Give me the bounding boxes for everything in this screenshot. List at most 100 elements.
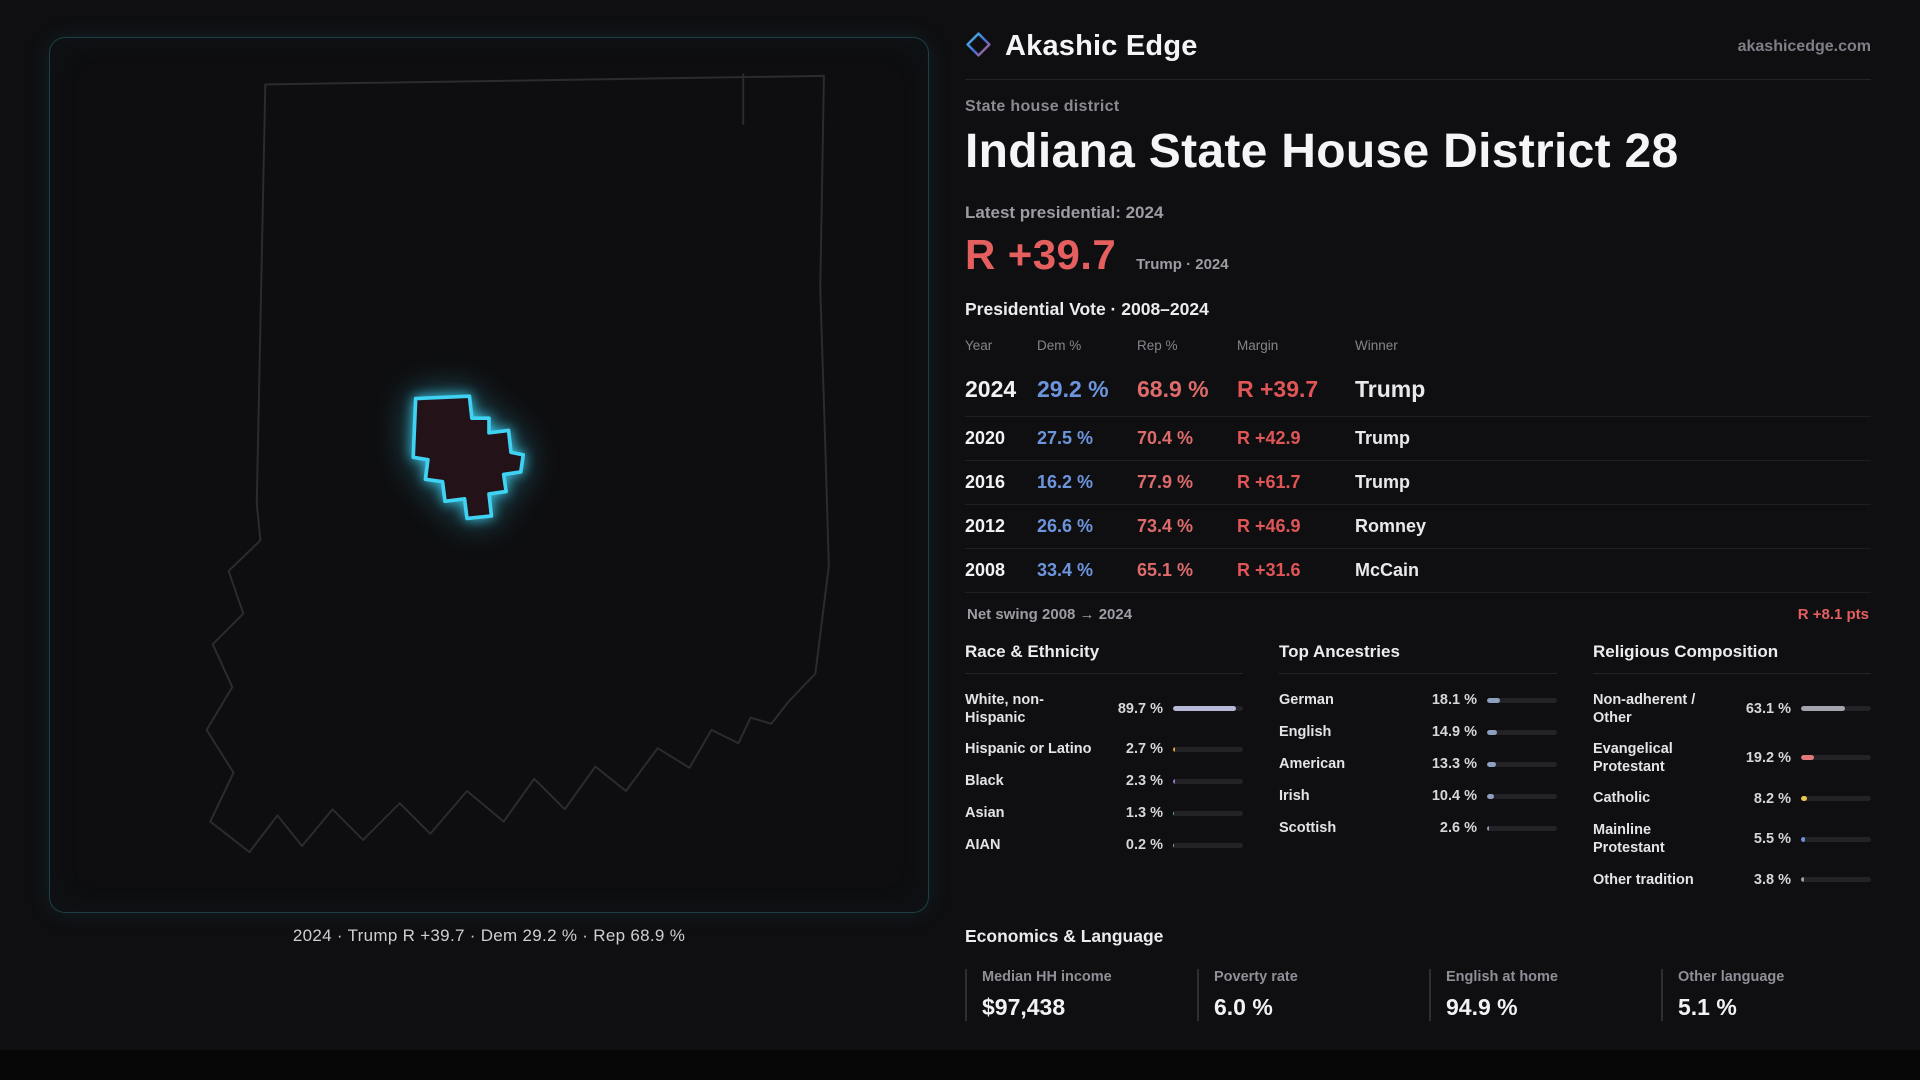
stat-value: 5.1 % <box>1678 993 1737 1020</box>
table-row: 2008 33.4 % 65.1 % R +31.6 McCain <box>965 549 1871 593</box>
religion-column: Religious Composition Non-adherent / Oth… <box>1593 642 1871 896</box>
stat-label: Other language <box>1678 968 1785 985</box>
demo-bar <box>1801 877 1871 883</box>
demo-row: English 14.9 % <box>1279 716 1557 748</box>
col-rep: Rep % <box>1137 338 1178 353</box>
religion-title: Religious Composition <box>1593 642 1871 674</box>
bottom-band <box>0 1050 1920 1080</box>
demo-row: Irish 10.4 % <box>1279 780 1557 812</box>
demo-bar <box>1801 755 1871 761</box>
demo-value: 19.2 % <box>1745 749 1791 766</box>
headline-margin: R +39.7 Trump · 2024 <box>965 231 1871 279</box>
cell-winner: Romney <box>1355 516 1427 536</box>
cell-rep: 73.4 % <box>1137 516 1194 536</box>
demo-bar-fill <box>1801 796 1807 801</box>
stat-other-language: Other language 5.1 % <box>1661 968 1871 1021</box>
cell-year: 2016 <box>965 472 1006 492</box>
table-row: 2012 26.6 % 73.4 % R +46.9 Romney <box>965 505 1871 549</box>
demo-value: 5.5 % <box>1753 831 1791 848</box>
stat-median-income: Median HH income $97,438 <box>965 968 1175 1021</box>
demo-label: Other tradition <box>1593 871 1694 888</box>
map-caption: 2024 · Trump R +39.7 · Dem 29.2 % · Rep … <box>292 926 686 945</box>
net-swing-value: R +8.1 pts <box>1797 606 1869 623</box>
demo-row: Evangelical Protestant 19.2 % <box>1593 733 1871 782</box>
headline-margin-context: Trump · 2024 <box>1136 256 1229 273</box>
cell-margin: R +42.9 <box>1237 428 1301 448</box>
district-shape <box>411 394 526 521</box>
brand-name: Akashic Edge <box>1005 30 1198 62</box>
demo-bar-fill <box>1173 810 1174 816</box>
vote-table-title: Presidential Vote · 2008–2024 <box>965 299 1209 319</box>
demo-bar <box>1487 729 1557 735</box>
demo-bar-fill <box>1801 877 1804 883</box>
stat-poverty-rate: Poverty rate 6.0 % <box>1197 968 1407 1021</box>
brand-diamond-icon <box>965 31 992 63</box>
demo-row: AIAN 0.2 % <box>965 829 1243 861</box>
net-swing-row: Net swing 2008 → 2024 R +8.1 pts <box>965 593 1871 634</box>
brand: Akashic Edge <box>965 30 1198 63</box>
cell-year: 2008 <box>965 560 1006 580</box>
stat-value: 6.0 % <box>1214 993 1273 1020</box>
demo-bar-fill <box>1801 755 1815 761</box>
cell-rep: 70.4 % <box>1137 428 1194 448</box>
page-title: Indiana State House District 28 <box>965 125 1679 178</box>
demo-bar-fill <box>1487 761 1497 767</box>
cell-dem: 27.5 % <box>1037 428 1094 448</box>
demo-value: 10.4 % <box>1431 788 1477 804</box>
indiana-state-outline <box>205 74 830 854</box>
cell-dem: 29.2 % <box>1037 376 1109 402</box>
cell-winner: Trump <box>1355 376 1426 402</box>
cell-rep: 77.9 % <box>1137 472 1194 492</box>
demo-bar <box>1801 796 1871 801</box>
latest-presidential-label: Latest presidential: 2024 <box>965 203 1164 222</box>
district-kicker: State house district <box>965 98 1120 115</box>
demo-value: 0.2 % <box>1125 837 1163 854</box>
cell-margin: R +61.7 <box>1237 472 1301 492</box>
cell-margin: R +31.6 <box>1237 560 1301 580</box>
demo-value: 63.1 % <box>1745 700 1791 717</box>
demo-bar-fill <box>1173 706 1236 712</box>
demo-label: Mainline Protestant <box>1593 822 1665 857</box>
demo-bar <box>1173 810 1243 816</box>
col-dem: Dem % <box>1037 338 1082 353</box>
demo-row: Non-adherent / Other 63.1 % <box>1593 684 1871 733</box>
table-row: 2024 29.2 % 68.9 % R +39.7 Trump <box>965 363 1871 417</box>
demo-bar <box>1487 825 1557 831</box>
brand-domain-link[interactable]: akashicedge.com <box>1737 37 1871 55</box>
cell-dem: 16.2 % <box>1037 472 1094 492</box>
demo-value: 13.3 % <box>1431 756 1477 772</box>
ancestries-title: Top Ancestries <box>1279 642 1557 674</box>
demo-bar <box>1801 706 1871 712</box>
cell-winner: Trump <box>1355 428 1411 448</box>
demo-value: 14.9 % <box>1431 724 1477 740</box>
cell-dem: 33.4 % <box>1037 560 1094 580</box>
vote-table-header: Year Dem % Rep % Margin Winner <box>965 330 1871 363</box>
col-winner: Winner <box>1355 338 1398 353</box>
demo-row: Asian 1.3 % <box>965 797 1243 829</box>
demo-bar-fill <box>1173 778 1175 784</box>
stat-value: $97,438 <box>982 993 1066 1020</box>
demo-value: 1.3 % <box>1125 805 1163 822</box>
demo-row: Other tradition 3.8 % <box>1593 864 1871 896</box>
demo-bar-fill <box>1801 706 1846 712</box>
demo-label: Scottish <box>1279 819 1337 836</box>
demo-bar <box>1173 778 1243 784</box>
demo-bar <box>1487 697 1557 703</box>
demo-bar-fill <box>1173 746 1175 752</box>
demo-label: German <box>1279 691 1334 708</box>
demo-bar <box>1173 706 1243 712</box>
demo-label: Black <box>965 773 1004 790</box>
demo-label: Irish <box>1279 787 1310 804</box>
vote-table: Year Dem % Rep % Margin Winner 2024 29.2… <box>965 330 1871 593</box>
col-margin: Margin <box>1237 338 1279 353</box>
demo-label: AIAN <box>965 837 1001 854</box>
demo-bar <box>1801 836 1871 842</box>
stat-label: Median HH income <box>982 968 1112 985</box>
demo-row: Hispanic or Latino 2.7 % <box>965 733 1243 765</box>
demo-label: Evangelical Protestant <box>1593 740 1673 775</box>
table-row: 2020 27.5 % 70.4 % R +42.9 Trump <box>965 417 1871 461</box>
cell-margin: R +39.7 <box>1237 376 1319 402</box>
district-map-panel <box>49 37 929 913</box>
demo-value: 2.6 % <box>1439 820 1477 836</box>
race-title: Race & Ethnicity <box>965 642 1243 674</box>
